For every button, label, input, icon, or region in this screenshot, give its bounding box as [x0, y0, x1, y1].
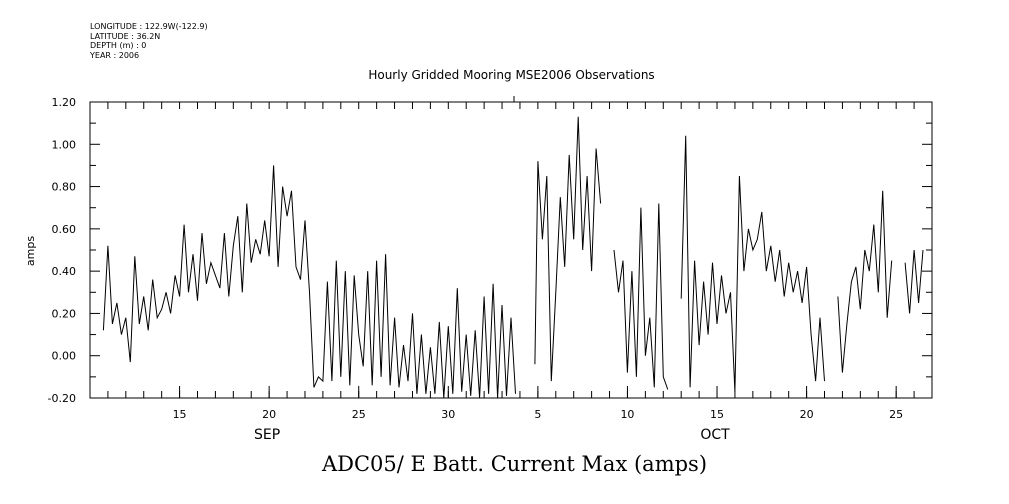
x-axis-label: ADC05/ E Batt. Current Max (amps): [321, 452, 708, 476]
latitude-label: LATITUDE : 36.2N: [90, 31, 161, 41]
mooring-metadata: LONGITUDE : 122.9W(-122.9) LATITUDE : 36…: [90, 22, 208, 60]
y-axis-label: amps: [24, 236, 37, 266]
y-tick-label: 0.60: [52, 223, 77, 236]
x-tick-label: 15: [710, 408, 724, 421]
x-tick-label: 15: [173, 408, 187, 421]
y-tick-label: 0.20: [52, 307, 77, 320]
y-tick-label: -0.20: [48, 392, 76, 405]
x-month-label: SEP: [254, 427, 280, 443]
longitude-label: LONGITUDE : 122.9W(-122.9): [90, 22, 208, 31]
y-tick-label: 1.00: [52, 138, 77, 151]
x-tick-label: 20: [262, 408, 276, 421]
plot-frame: [89, 101, 933, 399]
chart-title: Hourly Gridded Mooring MSE2006 Observati…: [368, 68, 655, 82]
year-label: YEAR : 2006: [90, 50, 140, 60]
y-tick-label: 0.00: [52, 350, 77, 363]
x-tick-label: 20: [800, 408, 814, 421]
y-tick-label: 1.20: [52, 96, 77, 109]
series-layer: [102, 116, 924, 399]
depth-label: DEPTH (m) : 0: [90, 41, 147, 50]
y-tick-label: 0.80: [52, 181, 77, 194]
axes: -0.20 0.00 0.20 0.40 0.60 0.80 1.00 1.20 15 20 25 3…: [48, 96, 933, 443]
series-line-1: [102, 165, 516, 399]
y-tick-label: 0.40: [52, 265, 77, 278]
x-tick-label: 10: [620, 408, 634, 421]
x-month-label: OCT: [700, 427, 730, 443]
series-line-2: [534, 116, 924, 392]
x-tick-label: 5: [534, 408, 541, 421]
x-tick-label: 25: [889, 408, 903, 421]
x-tick-label: 30: [441, 408, 455, 421]
x-tick-label: 25: [352, 408, 366, 421]
